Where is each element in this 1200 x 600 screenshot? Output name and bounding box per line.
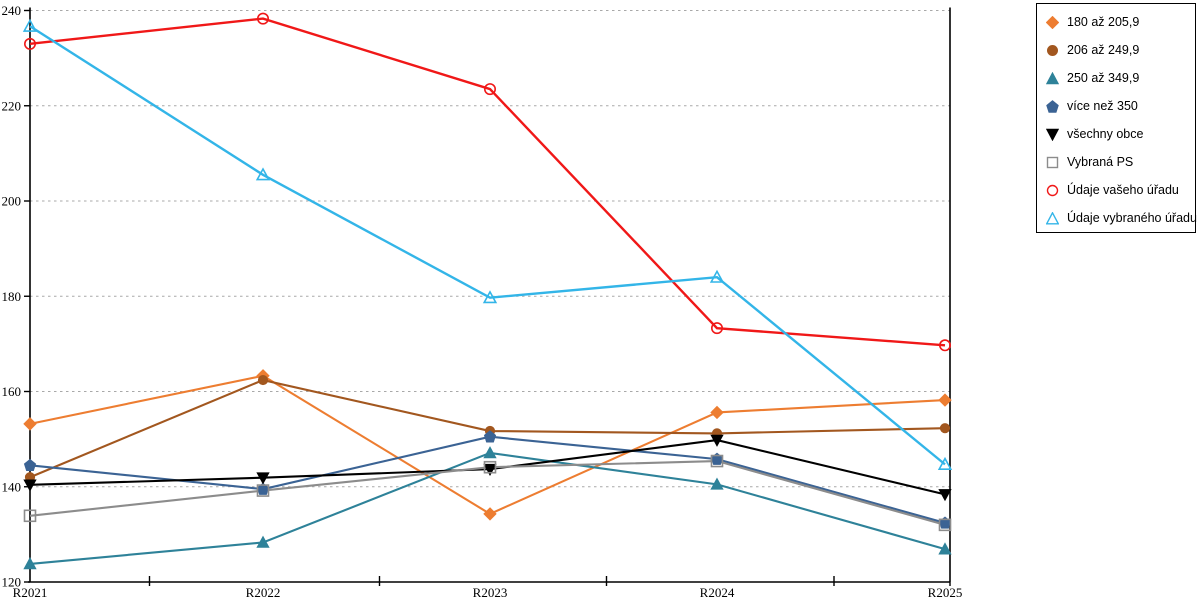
triangle-down-icon (1046, 128, 1059, 141)
series-line-6 (29, 17, 946, 347)
series-2-marker (256, 535, 270, 548)
x-axis-label: R2023 (473, 585, 508, 600)
series-1-marker (257, 374, 269, 386)
series-6-marker (483, 83, 496, 96)
series-5-marker (483, 460, 497, 474)
series-6-marker (710, 322, 723, 335)
pentagon-icon (1046, 99, 1059, 113)
legend-item: všechny obce (1046, 120, 1195, 148)
y-axis-label: 200 (2, 194, 22, 209)
series-1-marker (939, 423, 951, 434)
legend-item-label: všechny obce (1067, 127, 1144, 141)
series-4-marker (256, 472, 270, 485)
series-4-marker (483, 463, 497, 476)
series-2-marker (938, 542, 952, 555)
x-axis-label: R2022 (246, 585, 281, 600)
series-0-marker (710, 405, 724, 420)
triangle-up-open-icon (1046, 211, 1059, 225)
circle-icon (1047, 44, 1058, 56)
x-axis-label: R2021 (13, 585, 48, 600)
series-7-marker (255, 167, 271, 181)
circle-open-icon (1046, 184, 1059, 196)
series-0-marker (938, 393, 952, 407)
series-5-marker (710, 454, 724, 468)
series-7-marker (709, 269, 725, 283)
series-4-marker (710, 434, 724, 447)
legend-item: 250 až 349,9 (1046, 64, 1195, 92)
series-6-marker (938, 339, 951, 352)
legend-item-label: 206 až 249,9 (1067, 43, 1140, 57)
legend-item-label: Údaje vašeho úřadu (1067, 183, 1179, 197)
y-axis-label: 160 (2, 384, 22, 399)
x-axis-label: R2025 (928, 585, 963, 600)
series-0-marker (23, 417, 37, 431)
legend-item-label: Vybraná PS (1067, 155, 1134, 169)
y-axis-label: 140 (2, 479, 22, 494)
series-4-marker (23, 479, 37, 492)
legend-item: více než 350 (1046, 92, 1195, 120)
series-2-marker (483, 446, 497, 459)
legend-box: 180 až 205,9 206 až 249,9 250 až 349,9 více… (1036, 3, 1197, 233)
legend-item-label: 180 až 205,9 (1067, 15, 1140, 29)
series-5-marker (938, 518, 952, 532)
y-axis-label: 220 (2, 98, 22, 113)
legend-item: Vybraná PS (1046, 148, 1195, 176)
legend-item-label: Údaje vybraného úřadu (1067, 211, 1197, 225)
legend-item: 180 až 205,9 (1046, 8, 1195, 36)
series-7-marker (22, 18, 38, 32)
square-open-icon (1046, 156, 1059, 168)
series-line-0 (29, 374, 946, 516)
series-2-marker (23, 557, 37, 570)
y-axis-label: 240 (2, 3, 22, 18)
diamond-icon (1046, 15, 1059, 29)
series-2-marker (710, 477, 724, 490)
legend-item: 206 až 249,9 (1046, 36, 1195, 64)
triangle-up-icon (1046, 71, 1059, 84)
series-line-7 (29, 25, 946, 466)
x-axis-label: R2024 (700, 585, 735, 600)
series-5-marker (256, 484, 270, 497)
legend-item: Údaje vašeho úřadu (1046, 176, 1195, 204)
series-5-marker (23, 509, 37, 523)
series-6-marker (23, 37, 36, 50)
y-axis-label: 120 (2, 575, 22, 590)
series-4-marker (938, 489, 952, 502)
legend-item-label: více než 350 (1067, 99, 1138, 113)
legend-item: Údaje vybraného úřadu (1046, 204, 1197, 232)
series-3-marker (23, 458, 37, 472)
y-axis-label: 180 (2, 289, 22, 304)
series-7-marker (937, 456, 953, 470)
series-3-marker (483, 430, 497, 443)
series-0-marker (483, 507, 497, 521)
series-7-marker (482, 290, 498, 304)
legend-item-label: 250 až 349,9 (1067, 71, 1140, 85)
series-6-marker (256, 12, 269, 25)
series-3-marker (256, 482, 270, 495)
